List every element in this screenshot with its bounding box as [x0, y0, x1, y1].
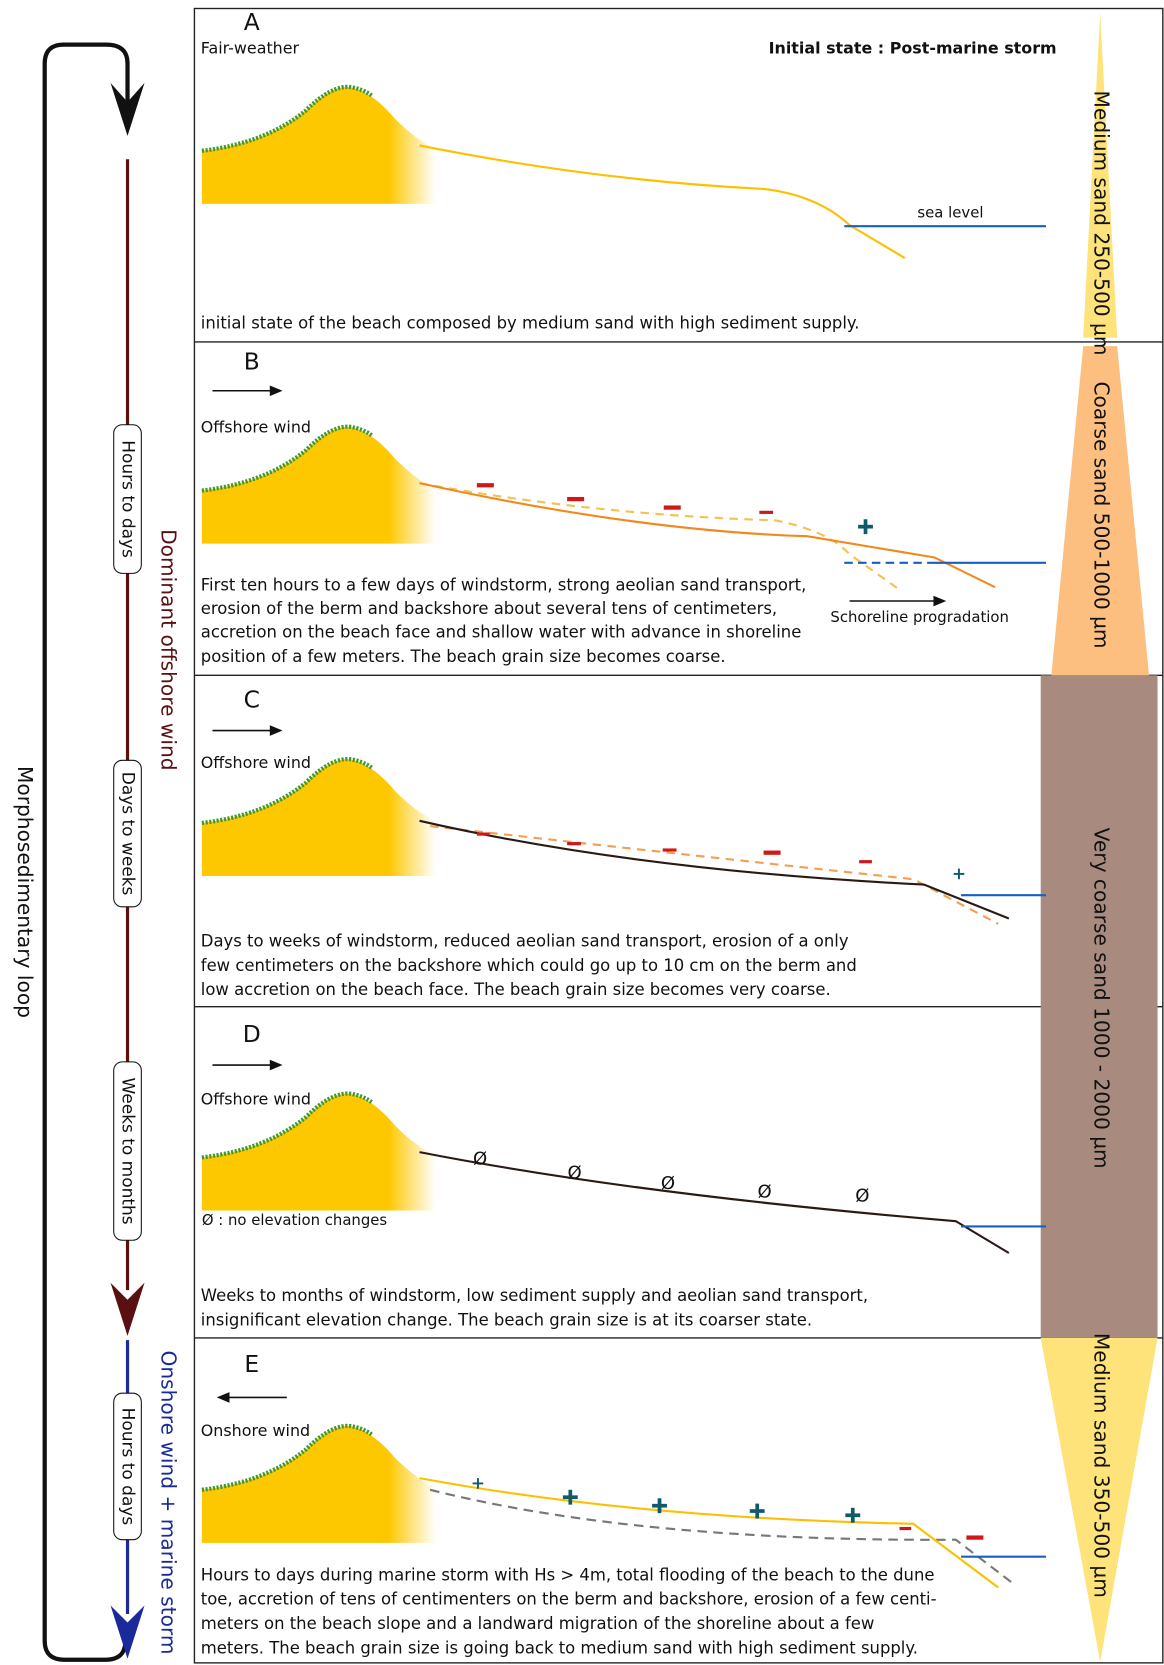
- panel-frames: [193, 7, 1164, 1664]
- condition: Fair-weather: [201, 38, 300, 57]
- description: meters. The beach grain size is going ba…: [201, 1639, 918, 1658]
- grain-band: [1040, 1337, 1158, 1662]
- panel-label: E: [244, 1350, 259, 1378]
- no-change-marker: Ø: [855, 1186, 869, 1207]
- arrowhead: [269, 385, 283, 397]
- initial-profile: [430, 825, 999, 925]
- panel-label: B: [244, 348, 260, 376]
- panel-label: A: [244, 8, 260, 36]
- grain-size: Medium sand 350-500 µm: [1090, 1333, 1114, 1598]
- accretion-marks: [472, 1478, 861, 1523]
- no-change-marker: Ø: [473, 1149, 487, 1170]
- description: meters on the beach slope and a landward…: [201, 1614, 875, 1633]
- duration: Weeks to months: [118, 1078, 138, 1225]
- arrowhead: [933, 595, 947, 607]
- accretion-mark: [953, 868, 965, 880]
- grain-size: Coarse sand 500-1000 µm: [1090, 381, 1114, 648]
- description: Days to weeks of windstorm, reduced aeol…: [201, 931, 849, 950]
- condition: Offshore wind: [201, 753, 311, 772]
- state: Initial state : Post-marine storm: [769, 38, 1057, 57]
- dune: [202, 1426, 436, 1543]
- panel-c: C Offshore wind Days to weeks of windsto…: [201, 685, 1047, 999]
- description: low accretion on the beach face. The bea…: [201, 980, 831, 999]
- description: accretion on the beach face and shallow …: [201, 622, 802, 641]
- legend: Ø : no elevation changes: [202, 1211, 388, 1229]
- duration: Hours to days: [118, 440, 138, 558]
- panel-label: D: [243, 1020, 261, 1048]
- timeline: Hours to days Days to weeks Weeks to mon…: [13, 42, 180, 1662]
- dune: [202, 1094, 436, 1211]
- frame: [193, 7, 1164, 1664]
- description: position of a few meters. The beach grai…: [201, 647, 726, 666]
- profile: [419, 482, 996, 589]
- profile: [419, 1477, 999, 1589]
- no-change-marker: Ø: [567, 1162, 581, 1183]
- panel-label: C: [244, 685, 260, 713]
- arrowhead: [269, 725, 283, 736]
- duration-box: [113, 759, 142, 908]
- panel-b: B Offshore wind Schoreline progradation …: [201, 348, 1047, 666]
- erosion-marks: [476, 483, 774, 514]
- panel-e: E Onshore wind Hours to days during mari…: [201, 1350, 1047, 1658]
- initial-profile: [429, 1488, 1015, 1586]
- sea-level-label: sea level: [917, 203, 983, 221]
- no-change-marker: Ø: [758, 1181, 772, 1202]
- grain-size: Medium sand 250-500 µm: [1090, 91, 1114, 356]
- duration: Hours to days: [118, 1408, 138, 1526]
- erosion-marks: [476, 832, 872, 864]
- description: insignificant elevation change. The beac…: [201, 1310, 812, 1329]
- profile: [419, 1151, 1010, 1254]
- no-change-marker: Ø: [661, 1173, 675, 1194]
- arrowhead: [216, 1392, 230, 1403]
- arrowhead: [110, 82, 145, 136]
- dune: [202, 759, 436, 876]
- description: First ten hours to a few days of windsto…: [201, 576, 807, 595]
- dune: [202, 427, 436, 544]
- arrowhead: [269, 1059, 283, 1071]
- grain-size: Very coarse sand 1000 - 2000 µm: [1090, 828, 1114, 1169]
- loop-line: [42, 42, 130, 1662]
- dune: [202, 87, 436, 204]
- condition: Offshore wind: [201, 1090, 311, 1109]
- profile: [419, 144, 906, 259]
- description: initial state of the beach composed by m…: [201, 313, 860, 332]
- arrowhead: [110, 1282, 145, 1336]
- erosion-marks: [899, 1526, 984, 1540]
- arrowhead: [110, 1605, 145, 1659]
- initial-profile: [419, 482, 902, 592]
- grain-band: [1083, 12, 1118, 338]
- duration-box: [113, 1392, 142, 1541]
- duration-box: [113, 424, 142, 574]
- description: Weeks to months of windstorm, low sedime…: [201, 1286, 868, 1305]
- description: few centimeters on the backshore which c…: [201, 956, 857, 975]
- condition: Offshore wind: [201, 417, 311, 436]
- note: Schoreline progradation: [830, 608, 1009, 626]
- accretion-mark: [858, 519, 873, 535]
- panel-a: A Fair-weather Initial state : Post-mari…: [201, 8, 1057, 332]
- grain-band: [1040, 675, 1158, 1338]
- phase-label: Dominant offshore wind: [156, 529, 180, 770]
- description: erosion of the berm and backshore about …: [201, 599, 777, 618]
- description: toe, accretion of tens of centimenters o…: [201, 1590, 937, 1609]
- description: Hours to days during marine storm with H…: [201, 1565, 935, 1584]
- grain-size-bar: Medium sand 250-500 µm Coarse sand 500-1…: [1040, 12, 1158, 1662]
- condition: Onshore wind: [201, 1421, 310, 1440]
- loop-label: Morphosedimentary loop: [13, 766, 37, 1018]
- phase-label: Onshore wind + marine storm: [156, 1351, 180, 1655]
- panel-d: D Offshore wind Ø Ø Ø Ø Ø Ø : no elevati…: [201, 1020, 1047, 1329]
- duration: Days to weeks: [118, 772, 138, 896]
- grain-band: [1051, 346, 1150, 676]
- duration-box: [113, 1061, 142, 1241]
